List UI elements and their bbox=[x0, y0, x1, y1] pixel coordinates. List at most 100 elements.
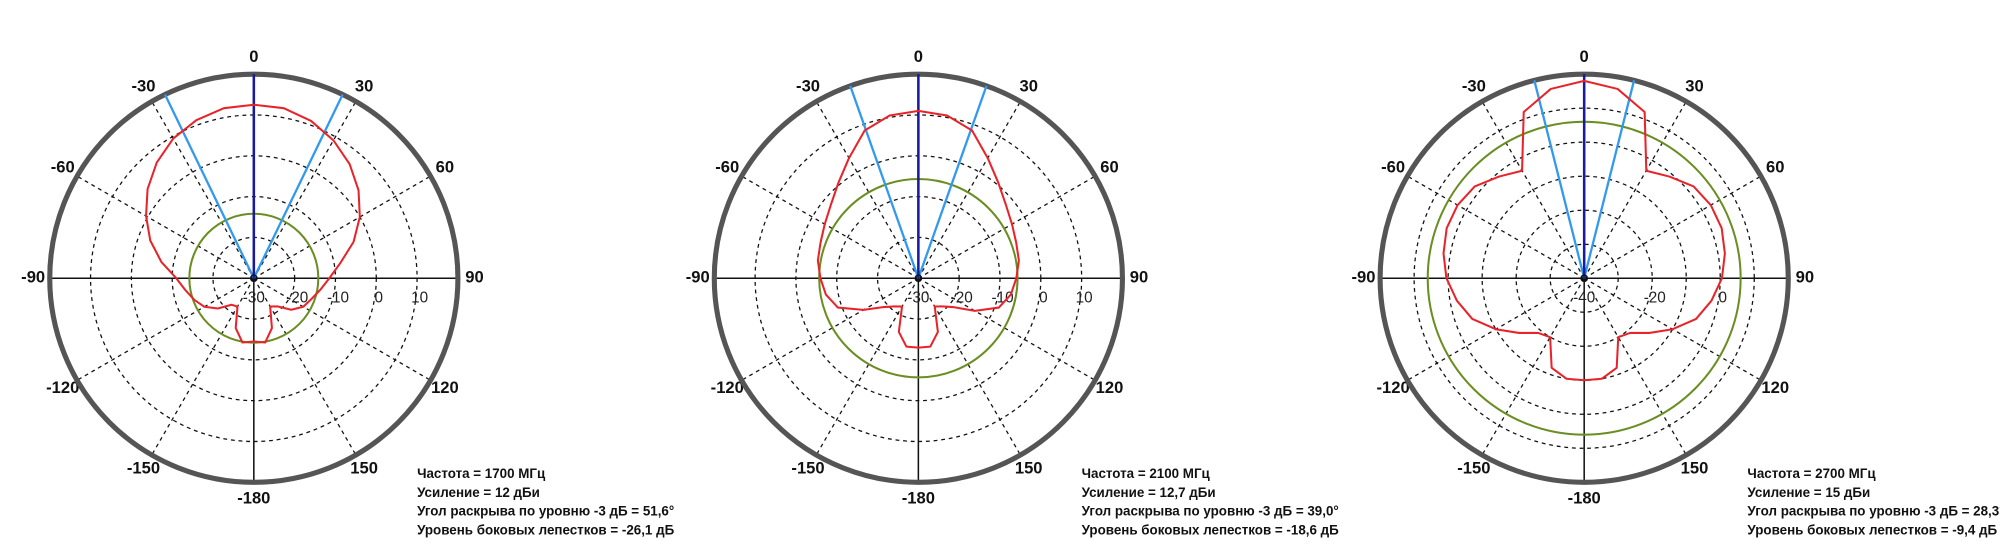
annotation: Усиление = 15 дБи bbox=[1747, 485, 1870, 500]
r-tick-label: -20 bbox=[951, 290, 973, 307]
angle-label: 150 bbox=[350, 459, 378, 478]
spoke bbox=[253, 277, 431, 381]
center-dot bbox=[249, 274, 258, 283]
annotation: Усиление = 12 дБи bbox=[417, 485, 540, 500]
r-tick-label: 0 bbox=[375, 290, 384, 307]
angle-label: 120 bbox=[431, 378, 459, 397]
spoke bbox=[815, 101, 919, 279]
angle-label: 90 bbox=[465, 268, 483, 287]
angle-label: -90 bbox=[686, 268, 710, 287]
angle-label: -90 bbox=[21, 268, 45, 287]
angle-label: -30 bbox=[1462, 76, 1486, 95]
angle-label: -150 bbox=[791, 459, 824, 478]
angle-label: 0 bbox=[249, 47, 258, 66]
spoke bbox=[253, 101, 357, 279]
angle-label: -120 bbox=[711, 378, 744, 397]
spoke bbox=[1481, 101, 1585, 279]
spoke bbox=[1583, 101, 1687, 279]
spoke bbox=[741, 175, 919, 279]
r-tick-label: 10 bbox=[1076, 290, 1093, 307]
r-tick-label: -20 bbox=[286, 290, 308, 307]
grid-circle bbox=[1413, 107, 1755, 449]
spoke bbox=[918, 277, 1096, 381]
annotation: Частота = 1700 МГц bbox=[417, 466, 546, 481]
beam-line bbox=[1533, 80, 1586, 279]
angle-label: 90 bbox=[1796, 268, 1814, 287]
grid-circle bbox=[1515, 209, 1653, 347]
annotation: Частота = 2700 МГц bbox=[1747, 466, 1876, 481]
r-tick-label: 0 bbox=[1719, 290, 1728, 307]
annotation: Уровень боковых лепестков = -9,4 дБ bbox=[1747, 522, 1997, 537]
angle-label: -180 bbox=[1568, 488, 1601, 507]
angle-label: -150 bbox=[1457, 459, 1490, 478]
beam-line bbox=[849, 85, 920, 279]
angle-label: 150 bbox=[1681, 459, 1709, 478]
angle-label: 150 bbox=[1015, 459, 1043, 478]
r-tick-label: -20 bbox=[1644, 290, 1666, 307]
r-tick-label: -10 bbox=[991, 290, 1013, 307]
spoke bbox=[741, 277, 919, 381]
pattern-curve bbox=[145, 103, 361, 344]
beam-line bbox=[1583, 80, 1636, 279]
r-tick-label: -40 bbox=[1573, 290, 1595, 307]
angle-label: 60 bbox=[1100, 157, 1118, 176]
angle-label: -30 bbox=[132, 76, 156, 95]
polar-chart: 0 30 60 90 120 150 -180 -150 -120 -90 -60 -30 -30 -20… bbox=[21, 47, 674, 537]
angle-label: 0 bbox=[914, 47, 923, 66]
annotation: Угол раскрыва по уровню -3 дБ = 39,0° bbox=[1082, 504, 1339, 519]
center-dot bbox=[914, 274, 923, 283]
angle-label: -90 bbox=[1352, 268, 1376, 287]
angle-label: -60 bbox=[715, 157, 739, 176]
spoke bbox=[1583, 277, 1687, 456]
center-dot bbox=[1580, 274, 1589, 283]
annotation: Уровень боковых лепестков = -18,6 дБ bbox=[1082, 522, 1340, 537]
spoke bbox=[1407, 175, 1585, 279]
r-tick-label: -10 bbox=[327, 290, 349, 307]
angle-label: 120 bbox=[1761, 378, 1789, 397]
angle-label: -180 bbox=[237, 488, 270, 507]
angle-label: -60 bbox=[51, 157, 75, 176]
angle-label: 60 bbox=[1766, 157, 1784, 176]
angle-label: -120 bbox=[46, 378, 79, 397]
angle-label: 0 bbox=[1580, 47, 1589, 66]
spoke bbox=[1481, 277, 1585, 456]
spoke bbox=[253, 175, 431, 279]
angle-label: 90 bbox=[1130, 268, 1148, 287]
beam-line bbox=[252, 93, 344, 279]
r-tick-label: 0 bbox=[1039, 290, 1048, 307]
grid-circle bbox=[1549, 243, 1619, 313]
annotation: Частота = 2100 МГц bbox=[1082, 466, 1211, 481]
angle-label: 60 bbox=[436, 157, 454, 176]
pattern-curve bbox=[816, 109, 1020, 349]
angle-label: -180 bbox=[902, 488, 935, 507]
angle-label: -150 bbox=[127, 459, 160, 478]
spoke bbox=[76, 175, 255, 279]
angle-label: -60 bbox=[1381, 157, 1405, 176]
grid-circle bbox=[1481, 175, 1687, 381]
spoke bbox=[151, 101, 255, 279]
angle-label: -30 bbox=[796, 76, 820, 95]
angle-label: -120 bbox=[1376, 378, 1409, 397]
r-tick-label: -30 bbox=[907, 290, 929, 307]
polar-chart: 0 30 60 90 120 150 -180 -150 -120 -90 -60 -30 -40 -20… bbox=[1352, 47, 2000, 537]
spoke bbox=[1583, 175, 1762, 279]
r-tick-label: 10 bbox=[411, 290, 428, 307]
annotation: Угол раскрыва по уровню -3 дБ = 51,6° bbox=[417, 504, 674, 519]
annotation: Угол раскрыва по уровню -3 дБ = 28,3° bbox=[1747, 504, 2000, 519]
annotation: Уровень боковых лепестков = -26,1 дБ bbox=[417, 522, 675, 537]
polar-chart: 0 30 60 90 120 150 -180 -150 -120 -90 -60 -30 -30 -20… bbox=[686, 47, 1339, 537]
spoke bbox=[918, 175, 1096, 279]
angle-label: 30 bbox=[355, 76, 373, 95]
angle-label: 30 bbox=[1685, 76, 1703, 95]
angle-label: 30 bbox=[1019, 76, 1037, 95]
angle-label: 120 bbox=[1096, 378, 1124, 397]
spoke bbox=[917, 101, 1021, 279]
r-tick-label: -30 bbox=[243, 290, 265, 307]
beam-line bbox=[163, 93, 255, 279]
beam-line bbox=[917, 85, 988, 279]
annotation: Усиление = 12,7 дБи bbox=[1082, 485, 1216, 500]
spoke bbox=[815, 277, 919, 456]
pattern-curve bbox=[1442, 79, 1726, 382]
spoke bbox=[76, 277, 255, 381]
